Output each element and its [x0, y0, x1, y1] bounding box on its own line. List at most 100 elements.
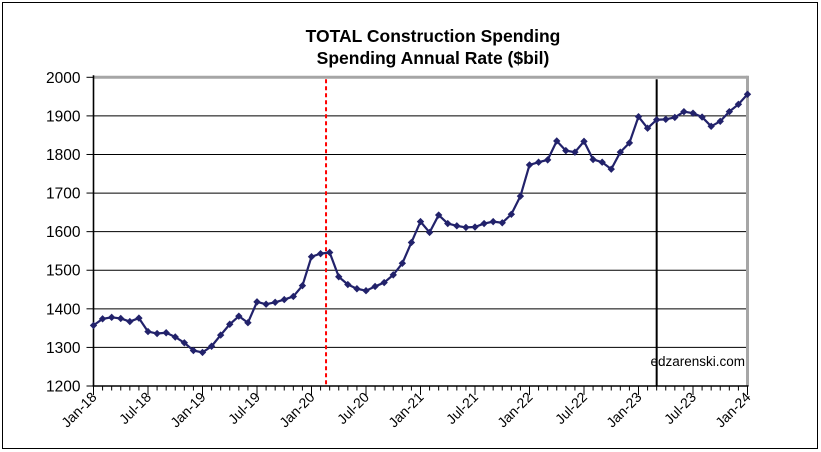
data-point-marker — [325, 248, 334, 257]
data-point-marker — [98, 315, 107, 323]
data-point-marker — [553, 137, 561, 145]
data-point-marker — [162, 329, 170, 337]
x-tick-label: Jul-22 — [552, 389, 590, 427]
chart-title-line1: TOTAL Construction Spending — [306, 26, 561, 46]
data-point-marker — [344, 280, 352, 289]
data-point-marker — [316, 249, 325, 258]
data-point-marker — [516, 192, 525, 200]
y-tick-label: 1600 — [46, 224, 81, 241]
data-point-marker — [507, 210, 516, 218]
data-point-marker — [434, 211, 443, 219]
x-tick-label: Jan-20 — [276, 389, 318, 431]
data-point-marker — [389, 271, 397, 279]
data-point-marker — [180, 339, 189, 347]
data-point-marker — [662, 115, 670, 124]
data-point-marker — [480, 219, 488, 228]
y-tick-label: 1500 — [46, 263, 81, 280]
watermark-text: edzarenski.com — [650, 354, 745, 369]
data-point-marker — [216, 331, 225, 339]
data-point-marker — [89, 321, 98, 330]
data-point-marker — [580, 137, 588, 146]
data-point-marker — [126, 317, 134, 326]
x-tick-label: Jul-19 — [225, 389, 263, 427]
data-point-marker — [589, 155, 597, 164]
data-point-marker — [135, 314, 143, 322]
x-tick-label: Jul-21 — [443, 389, 481, 427]
data-point-marker — [253, 298, 261, 306]
y-tick-label: 1800 — [46, 147, 81, 164]
data-point-marker — [407, 238, 416, 247]
data-point-marker — [189, 346, 198, 355]
y-tick-label: 1700 — [46, 186, 81, 203]
data-point-marker — [716, 117, 724, 125]
x-tick-label: Jan-19 — [167, 389, 209, 431]
data-point-marker — [353, 285, 361, 293]
x-tick-label: Jan-23 — [603, 389, 645, 431]
data-point-marker — [425, 228, 434, 237]
data-point-marker — [671, 113, 679, 122]
data-point-marker — [652, 116, 661, 124]
data-point-marker — [643, 124, 652, 132]
data-point-marker — [335, 273, 343, 281]
data-point-marker — [607, 165, 615, 173]
data-point-marker — [226, 320, 234, 328]
y-tick-label: 1900 — [46, 108, 81, 125]
y-tick-label: 1300 — [46, 340, 81, 357]
x-tick-label: Jan-21 — [385, 389, 427, 431]
data-point-marker — [525, 161, 534, 169]
data-point-marker — [462, 223, 470, 232]
data-point-marker — [444, 219, 452, 228]
data-point-marker — [562, 146, 570, 155]
data-point-marker — [307, 253, 316, 261]
y-tick-label: 1400 — [46, 301, 81, 318]
data-point-marker — [498, 219, 506, 227]
x-tick-label: Jul-20 — [334, 389, 372, 427]
data-point-marker — [198, 348, 207, 357]
y-tick-label: 2000 — [46, 70, 81, 87]
x-tick-label: Jan-24 — [712, 389, 754, 431]
data-point-marker — [734, 100, 743, 109]
data-point-marker — [244, 319, 252, 327]
x-tick-label: Jul-23 — [661, 389, 699, 427]
data-point-marker — [289, 292, 298, 301]
data-point-marker — [262, 300, 270, 308]
data-point-marker — [634, 112, 643, 121]
data-point-marker — [571, 148, 579, 156]
data-point-marker — [489, 217, 497, 226]
data-point-marker — [144, 327, 152, 336]
data-point-marker — [689, 109, 697, 117]
reference-line-layer — [325, 79, 658, 386]
data-point-marker — [543, 156, 552, 164]
axis-layer — [86, 75, 749, 395]
data-point-marker — [453, 222, 461, 230]
data-point-marker — [107, 313, 116, 322]
x-tick-label: Jan-22 — [494, 389, 536, 431]
data-point-marker — [625, 139, 634, 147]
data-point-marker — [698, 113, 706, 121]
y-tick-label: 1200 — [46, 379, 81, 396]
data-point-marker — [534, 158, 543, 166]
data-point-marker — [380, 278, 388, 287]
data-point-marker — [680, 107, 688, 116]
axis-label-layer: 2000 1900 1800 1700 1600 1500 1400 1300 1200 Jan-… — [46, 70, 754, 431]
data-point-marker — [362, 286, 370, 295]
data-point-marker — [271, 298, 279, 306]
data-point-marker — [371, 282, 379, 291]
chart-title-line2: Spending Annual Rate ($bil) — [317, 48, 550, 68]
data-point-marker — [117, 314, 125, 323]
data-point-marker — [207, 342, 216, 350]
data-point-marker — [616, 148, 625, 156]
grid-layer — [93, 75, 749, 386]
data-point-marker — [598, 158, 606, 166]
data-point-marker — [153, 329, 161, 338]
data-point-marker — [707, 122, 715, 131]
data-point-marker — [471, 223, 479, 231]
data-point-marker — [235, 312, 243, 320]
data-point-marker — [416, 217, 425, 226]
data-point-marker — [725, 107, 734, 116]
data-point-marker — [280, 295, 288, 304]
data-point-marker — [171, 333, 179, 341]
